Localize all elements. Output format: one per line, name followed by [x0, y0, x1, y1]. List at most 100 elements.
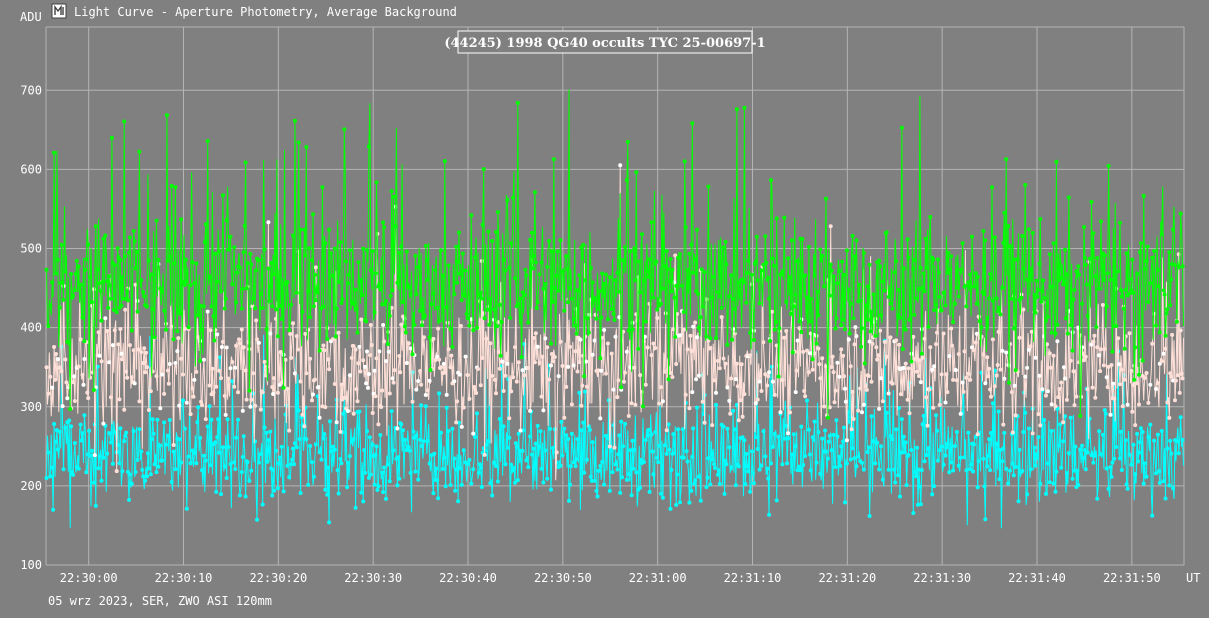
- data-point: [650, 288, 655, 293]
- data-point: [1141, 481, 1146, 486]
- data-point: [735, 384, 740, 389]
- data-point: [380, 302, 385, 307]
- data-point: [335, 468, 340, 473]
- data-point: [935, 428, 939, 433]
- data-point: [120, 357, 125, 362]
- data-point: [691, 270, 696, 275]
- data-point: [669, 467, 674, 472]
- data-point: [1168, 438, 1173, 443]
- data-point: [82, 339, 87, 344]
- data-point: [146, 408, 151, 412]
- x-tick-label: 22:30:40: [439, 571, 497, 585]
- data-point: [1038, 423, 1043, 428]
- data-point: [431, 491, 436, 496]
- data-point: [531, 266, 535, 271]
- data-point: [1097, 286, 1102, 291]
- data-point: [432, 451, 437, 456]
- data-point: [898, 450, 903, 455]
- data-point: [353, 505, 358, 510]
- data-point: [501, 389, 506, 393]
- data-point: [1123, 287, 1128, 292]
- data-point: [435, 354, 440, 359]
- data-point: [391, 380, 396, 385]
- data-point: [850, 446, 855, 451]
- data-point: [176, 336, 181, 341]
- data-point: [800, 237, 805, 242]
- data-point: [1013, 465, 1018, 469]
- data-point: [327, 520, 332, 525]
- data-point: [321, 436, 326, 441]
- data-point: [1176, 451, 1181, 456]
- data-point: [380, 388, 385, 393]
- data-point: [46, 324, 51, 328]
- data-point: [998, 312, 1003, 317]
- data-point: [226, 445, 231, 449]
- data-point: [326, 465, 331, 470]
- data-point: [287, 475, 292, 480]
- data-point: [882, 340, 887, 344]
- data-point: [899, 417, 904, 422]
- data-point: [1076, 483, 1081, 488]
- data-point: [798, 468, 803, 473]
- data-point: [237, 493, 242, 498]
- data-point: [618, 163, 623, 168]
- data-point: [1131, 290, 1136, 295]
- data-point: [1093, 274, 1098, 279]
- data-point: [513, 345, 517, 350]
- data-point: [861, 402, 866, 407]
- data-point: [435, 305, 440, 310]
- data-point: [465, 462, 470, 466]
- data-point: [535, 300, 540, 305]
- data-point: [114, 469, 119, 474]
- data-point: [602, 328, 607, 332]
- data-point: [223, 412, 228, 417]
- data-point: [860, 326, 864, 331]
- data-point: [867, 262, 872, 267]
- light-curve-app-icon[interactable]: [51, 3, 67, 19]
- data-point: [939, 308, 944, 313]
- data-point: [359, 317, 364, 322]
- data-point: [863, 303, 868, 308]
- data-point: [808, 468, 813, 473]
- data-point: [144, 350, 148, 355]
- data-point: [484, 281, 489, 286]
- data-point: [1059, 465, 1064, 470]
- data-point: [1156, 469, 1161, 474]
- data-point: [117, 397, 122, 402]
- data-point: [452, 456, 457, 461]
- data-point: [537, 360, 542, 365]
- data-point: [763, 372, 768, 377]
- data-point: [951, 320, 956, 324]
- data-point: [990, 185, 994, 190]
- data-point: [399, 422, 404, 427]
- data-point: [1016, 499, 1021, 504]
- data-point: [397, 354, 402, 358]
- data-point: [830, 354, 835, 359]
- data-point: [1118, 288, 1123, 292]
- data-point: [225, 417, 230, 422]
- data-point: [346, 281, 350, 286]
- data-point: [404, 249, 409, 254]
- data-point: [516, 301, 521, 306]
- data-point: [833, 465, 838, 469]
- data-point: [476, 470, 481, 475]
- data-point: [220, 445, 225, 450]
- data-point: [1051, 241, 1056, 246]
- data-point: [776, 374, 781, 379]
- data-point: [1118, 456, 1122, 461]
- data-point: [148, 272, 153, 277]
- data-point: [213, 251, 218, 256]
- data-point: [638, 373, 643, 378]
- data-point: [943, 453, 948, 458]
- data-point: [171, 443, 176, 447]
- data-point: [446, 347, 451, 352]
- data-point: [851, 316, 856, 321]
- data-point: [552, 285, 557, 290]
- data-point: [962, 455, 967, 460]
- data-point: [125, 375, 130, 380]
- data-point: [71, 293, 75, 298]
- data-point: [109, 395, 113, 400]
- data-point: [680, 427, 685, 432]
- data-point: [1155, 268, 1160, 272]
- data-point: [281, 385, 286, 390]
